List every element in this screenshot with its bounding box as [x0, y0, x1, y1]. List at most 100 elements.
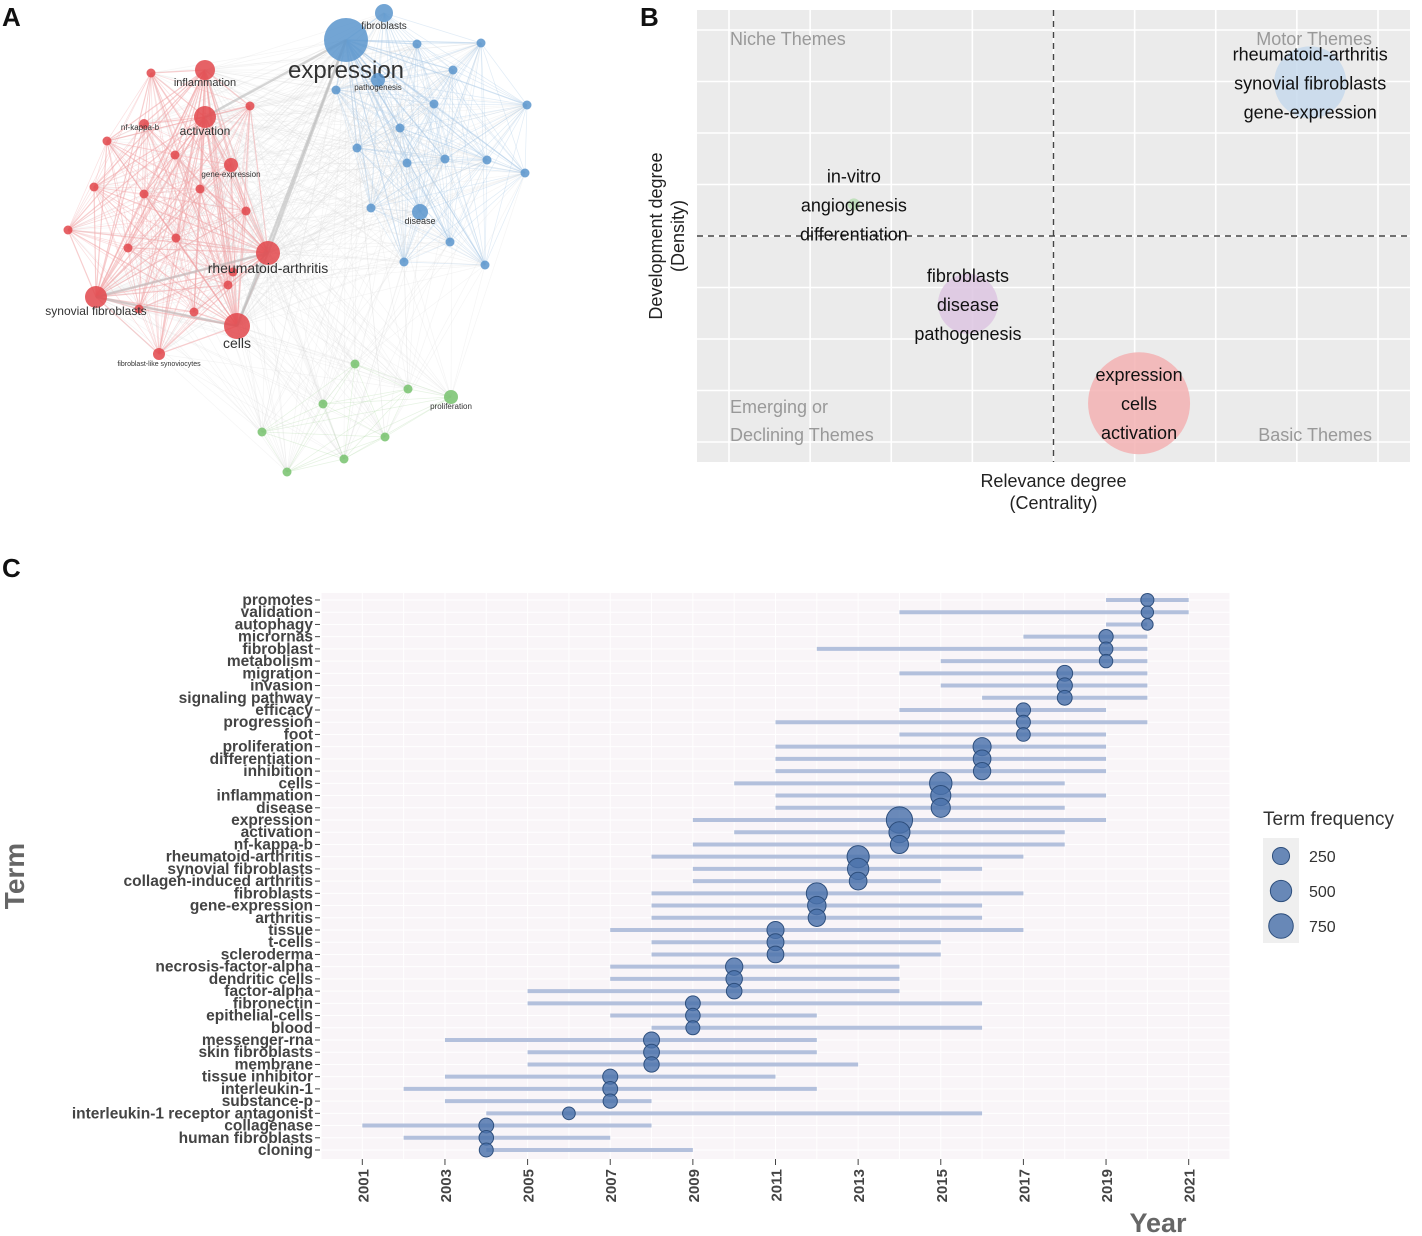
- network-node: [352, 143, 362, 153]
- quadrant-basic: Basic Themes: [1258, 425, 1372, 445]
- term-point: [643, 1056, 660, 1073]
- network-node: [123, 243, 133, 253]
- network-node: [448, 65, 458, 75]
- network-node-label: proliferation: [430, 402, 472, 411]
- theme-bubble: [1274, 46, 1347, 119]
- term-point: [1056, 664, 1074, 682]
- term-point: [1140, 592, 1155, 608]
- term-point: [725, 982, 743, 1000]
- term-point: [888, 821, 911, 844]
- theme-label: in-vitro: [827, 166, 881, 186]
- y-axis-title-line1: Development degree: [646, 152, 666, 319]
- x-tick-label: 2003: [438, 1169, 455, 1202]
- y-axis-title: Term: [0, 843, 30, 909]
- term-labels: promotesvalidationautophagymicrornasfibr…: [72, 592, 320, 1159]
- term-label: autophagy: [235, 616, 314, 633]
- network-node: [482, 155, 492, 165]
- network-node: [476, 38, 486, 48]
- term-point: [685, 1007, 701, 1024]
- term-label: interleukin-1: [221, 1081, 314, 1098]
- network-node: [257, 427, 267, 437]
- quadrant-emerging-line1: Emerging or: [730, 397, 828, 417]
- network-node: [331, 85, 341, 95]
- term-label: gene-expression: [190, 898, 313, 915]
- network-node: [223, 280, 233, 290]
- legend-label: 500: [1309, 884, 1336, 901]
- term-point: [602, 1080, 619, 1097]
- x-tick-label: 2005: [521, 1169, 538, 1202]
- term-point: [684, 995, 701, 1012]
- term-point: [478, 1117, 495, 1134]
- x-ticks: 2001 2003 2005 2007 2009 2011 2013 2015 2017 2019…: [355, 1159, 1199, 1202]
- term-label: tissue inhibitor: [202, 1069, 313, 1086]
- theme-label: synovial fibroblasts: [1234, 73, 1386, 93]
- network-node: [366, 203, 376, 213]
- network-node: [102, 136, 112, 146]
- term-label: metabolism: [227, 653, 313, 670]
- term-label: arthritis: [255, 910, 313, 927]
- network-node-label: pathogenesis: [354, 83, 402, 92]
- term-label: signaling pathway: [179, 690, 314, 707]
- term-label: factor-alpha: [224, 983, 313, 1000]
- term-point: [602, 1068, 619, 1085]
- network-node: [228, 267, 238, 277]
- x-axis-title-line2: (Centrality): [1009, 493, 1097, 513]
- term-point: [972, 737, 992, 757]
- legend: Term frequency 250 500 750: [1263, 809, 1394, 943]
- network-node: [375, 4, 393, 22]
- term-label: progression: [223, 714, 313, 731]
- term-point: [1098, 629, 1114, 645]
- term-label: messenger-rna: [202, 1032, 314, 1049]
- term-label: collagen-induced arthritis: [124, 873, 313, 890]
- term-point: [846, 845, 870, 869]
- term-point: [1056, 689, 1073, 706]
- network-node: [195, 184, 205, 194]
- term-label: migration: [242, 665, 313, 682]
- term-point: [725, 957, 744, 976]
- term-label: necrosis-factor-alpha: [155, 959, 313, 976]
- network-node: [146, 68, 156, 78]
- network-node: [412, 204, 428, 220]
- x-tick-label: 2021: [1182, 1169, 1199, 1202]
- theme-label: pathogenesis: [914, 324, 1021, 344]
- term-label: invasion: [250, 678, 313, 695]
- term-label: efficacy: [255, 702, 313, 719]
- term-label: validation: [241, 604, 313, 621]
- network-node: [395, 123, 405, 133]
- network-node: [171, 233, 181, 243]
- x-axis-title: Year: [1129, 1208, 1187, 1236]
- term-label: scleroderma: [221, 946, 314, 963]
- term-point: [766, 945, 785, 964]
- network-node-label: cells: [223, 335, 251, 351]
- term-label: skin fibroblasts: [198, 1044, 313, 1061]
- term-point: [1098, 641, 1114, 657]
- theme-bubble: [1088, 352, 1191, 455]
- term-label: differentiation: [210, 751, 313, 768]
- network-node: [139, 189, 149, 199]
- panel-a-letter: A: [2, 2, 21, 32]
- term-point: [807, 908, 826, 927]
- network-node: [189, 307, 199, 317]
- network-node: [371, 73, 385, 87]
- theme-label: rheumatoid-arthritis: [1233, 44, 1388, 64]
- legend-label: 250: [1309, 849, 1336, 866]
- network-node-label: synovial fibroblasts: [45, 304, 146, 318]
- term-point: [1141, 618, 1154, 631]
- term-point: [1016, 727, 1031, 742]
- term-label: micrornas: [238, 629, 313, 646]
- quadrant-emerging-line2: Declining Themes: [730, 425, 874, 445]
- term-ranges: [362, 598, 1189, 1152]
- term-point: [1015, 702, 1032, 718]
- network-node-label: gene-expression: [201, 170, 260, 179]
- x-tick-label: 2009: [686, 1169, 703, 1202]
- network-node: [440, 154, 450, 164]
- x-axis-title-line1: Relevance degree: [980, 471, 1126, 491]
- term-point: [930, 784, 952, 807]
- term-point: [848, 871, 868, 891]
- network-node: [380, 432, 390, 442]
- x-tick-label: 2017: [1016, 1169, 1033, 1202]
- network-node: [402, 158, 412, 168]
- legend-key: [1271, 846, 1291, 866]
- network-node: [318, 399, 328, 409]
